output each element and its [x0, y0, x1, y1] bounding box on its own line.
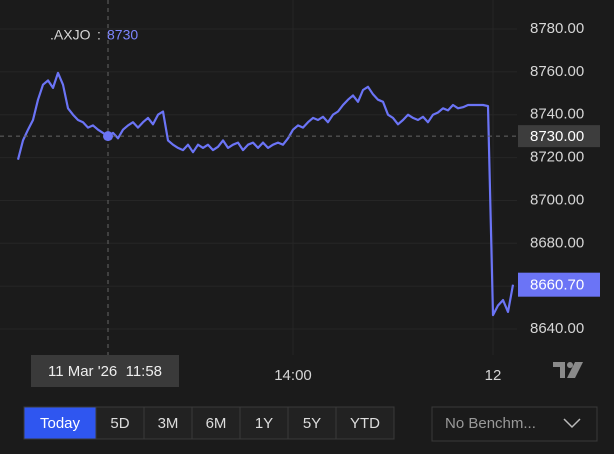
benchmark-dropdown[interactable]: [431, 406, 598, 442]
legend-value: 8730: [107, 27, 138, 43]
y-tick-label: 8760.00: [530, 63, 584, 80]
crosshair-x-label: 11 Mar '26 11:58: [48, 363, 162, 380]
range-button-label[interactable]: 6M: [206, 415, 227, 432]
range-button[interactable]: [95, 406, 145, 440]
y-tick-label: 8640.00: [530, 320, 584, 337]
crosshair-value-box: [518, 125, 600, 148]
plot-area: 8640.008660.008680.008700.008720.008740.…: [0, 0, 600, 387]
dropdown-arrow: [563, 418, 581, 429]
tradingview-logo: [553, 362, 583, 378]
x-tick-label: 14:00: [274, 367, 312, 384]
benchmark-label[interactable]: No Benchm...: [445, 415, 536, 432]
y-tick-label: 8700.00: [530, 191, 584, 208]
range-button[interactable]: [23, 406, 97, 440]
last-value-label: 8660.70: [530, 277, 584, 294]
price-line: [16, 71, 515, 317]
y-tick-label: 8720.00: [530, 149, 584, 166]
crosshair-x-box: [31, 355, 179, 387]
range-button[interactable]: [143, 406, 193, 440]
legend-separator: :: [97, 27, 101, 43]
range-button-label[interactable]: 3M: [158, 415, 179, 432]
range-button-label[interactable]: 5Y: [303, 415, 321, 432]
crosshair-value-label: 8730.00: [530, 128, 584, 145]
range-button-label[interactable]: 1Y: [255, 415, 273, 432]
range-button-label[interactable]: YTD: [350, 415, 380, 432]
range-button-label[interactable]: Today: [40, 415, 81, 432]
y-tick-label: 8740.00: [530, 106, 584, 123]
crosshair-dot: [103, 131, 113, 142]
range-button[interactable]: [191, 406, 241, 440]
last-value-box: [518, 272, 600, 297]
legend-symbol: .AXJO: [50, 27, 91, 43]
x-tick-label: 12: [485, 367, 502, 384]
y-tick-label: 8780.00: [530, 20, 584, 37]
y-tick-label: 8680.00: [530, 234, 584, 251]
range-button[interactable]: [335, 406, 395, 440]
range-controls: Today 5D 3M 6M 1Y 5Y YTD: [23, 406, 395, 440]
range-button-label[interactable]: 5D: [110, 415, 129, 432]
